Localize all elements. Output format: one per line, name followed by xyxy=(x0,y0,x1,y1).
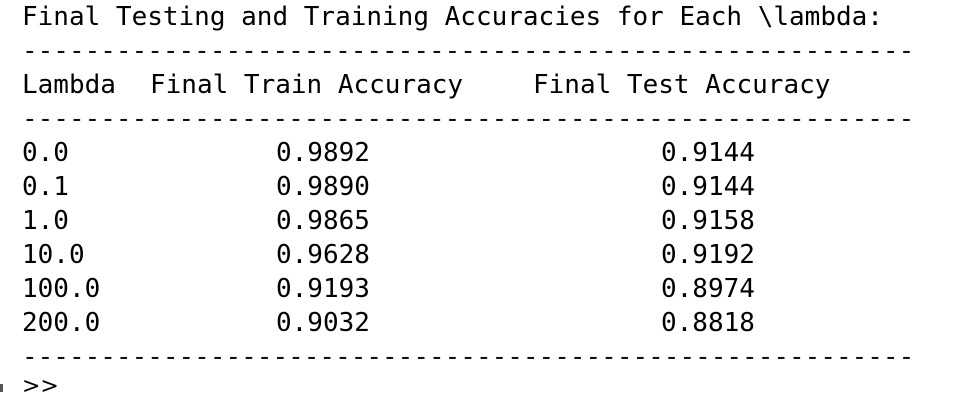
separator: ----------------------------------------… xyxy=(22,342,915,372)
table-cell: 100.0 xyxy=(22,274,101,304)
table-cell: 0.0 xyxy=(22,138,69,168)
table-cell: 0.9892 xyxy=(276,138,370,168)
table-cell: 10.0 xyxy=(22,240,85,270)
header-cell: Final Test Accuracy xyxy=(533,70,831,100)
separator: ----------------------------------------… xyxy=(22,36,915,66)
table-cell: 0.9144 xyxy=(661,138,755,168)
table-cell: 0.1 xyxy=(22,172,69,202)
table-cell: 0.9032 xyxy=(276,308,370,338)
table-cell: 0.8974 xyxy=(661,274,755,304)
table-cell: 0.8818 xyxy=(661,308,755,338)
table-cell: 0.9193 xyxy=(276,274,370,304)
table-cell: 0.9144 xyxy=(661,172,755,202)
window-edge xyxy=(0,384,3,392)
table-cell: 0.9158 xyxy=(661,206,755,236)
table-cell: 0.9890 xyxy=(276,172,370,202)
table-cell: 0.9192 xyxy=(661,240,755,270)
table-cell: 200.0 xyxy=(22,308,101,338)
header-cell: Lambda xyxy=(22,70,116,100)
table-cell: 0.9628 xyxy=(276,240,370,270)
header-cell: Final Train Accuracy xyxy=(150,70,464,100)
separator: ----------------------------------------… xyxy=(22,104,915,134)
title: Final Testing and Training Accuracies fo… xyxy=(22,2,883,32)
table-cell: 1.0 xyxy=(22,206,69,236)
table-cell: 0.9865 xyxy=(276,206,370,236)
prompt[interactable]: >> xyxy=(22,374,59,399)
